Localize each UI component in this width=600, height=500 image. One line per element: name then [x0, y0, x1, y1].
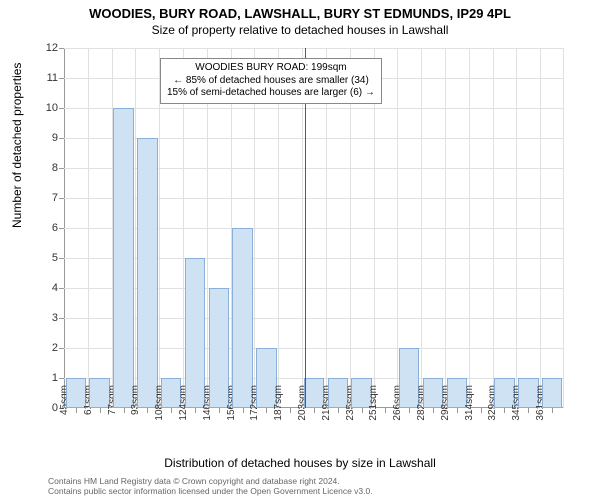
y-axis-label: Number of detached properties: [10, 63, 24, 228]
ytick-label: 1: [52, 372, 64, 384]
callout-line1: WOODIES BURY ROAD: 199sqm: [167, 62, 375, 75]
gridline-v: [445, 48, 446, 408]
ytick-label: 12: [46, 42, 64, 54]
ytick-label: 6: [52, 222, 64, 234]
gridline-v: [88, 48, 89, 408]
ytick-label: 10: [46, 102, 64, 114]
bar: [232, 228, 252, 408]
chart-container: WOODIES, BURY ROAD, LAWSHALL, BURY ST ED…: [0, 0, 600, 500]
xtick-label: 251sqm: [362, 385, 379, 431]
ytick-label: 11: [47, 72, 64, 84]
callout-line2: ← 85% of detached houses are smaller (34…: [167, 75, 375, 88]
bar: [113, 108, 133, 408]
ytick-label: 2: [52, 342, 64, 354]
ytick-label: 9: [52, 132, 64, 144]
attribution-text: Contains HM Land Registry data © Crown c…: [48, 476, 588, 496]
gridline-v: [563, 48, 564, 408]
ytick-label: 3: [52, 312, 64, 324]
gridline-v: [493, 48, 494, 408]
plot-area: 012345678910111245sqm61sqm77sqm93sqm108s…: [64, 48, 564, 408]
chart-subtitle: Size of property relative to detached ho…: [0, 21, 600, 37]
gridline-v: [421, 48, 422, 408]
ytick-label: 7: [52, 192, 64, 204]
x-axis-label: Distribution of detached houses by size …: [0, 456, 600, 470]
gridline-h: [64, 48, 564, 49]
ytick-label: 4: [52, 282, 64, 294]
xtick-label: 187sqm: [267, 385, 284, 431]
attribution-line2: Contains public sector information licen…: [48, 486, 373, 496]
callout-line3: 15% of semi-detached houses are larger (…: [167, 87, 375, 100]
attribution-line1: Contains HM Land Registry data © Crown c…: [48, 476, 340, 486]
bar: [542, 378, 562, 408]
ytick-label: 5: [52, 252, 64, 264]
ytick-label: 8: [52, 162, 64, 174]
gridline-v: [469, 48, 470, 408]
xtick-label: 314sqm: [458, 385, 475, 431]
bar: [137, 138, 157, 408]
xtick-mark: [552, 408, 553, 413]
gridline-h: [64, 108, 564, 109]
gridline-v: [516, 48, 517, 408]
gridline-v: [540, 48, 541, 408]
callout-box: WOODIES BURY ROAD: 199sqm← 85% of detach…: [160, 58, 382, 104]
page-title: WOODIES, BURY ROAD, LAWSHALL, BURY ST ED…: [0, 0, 600, 21]
